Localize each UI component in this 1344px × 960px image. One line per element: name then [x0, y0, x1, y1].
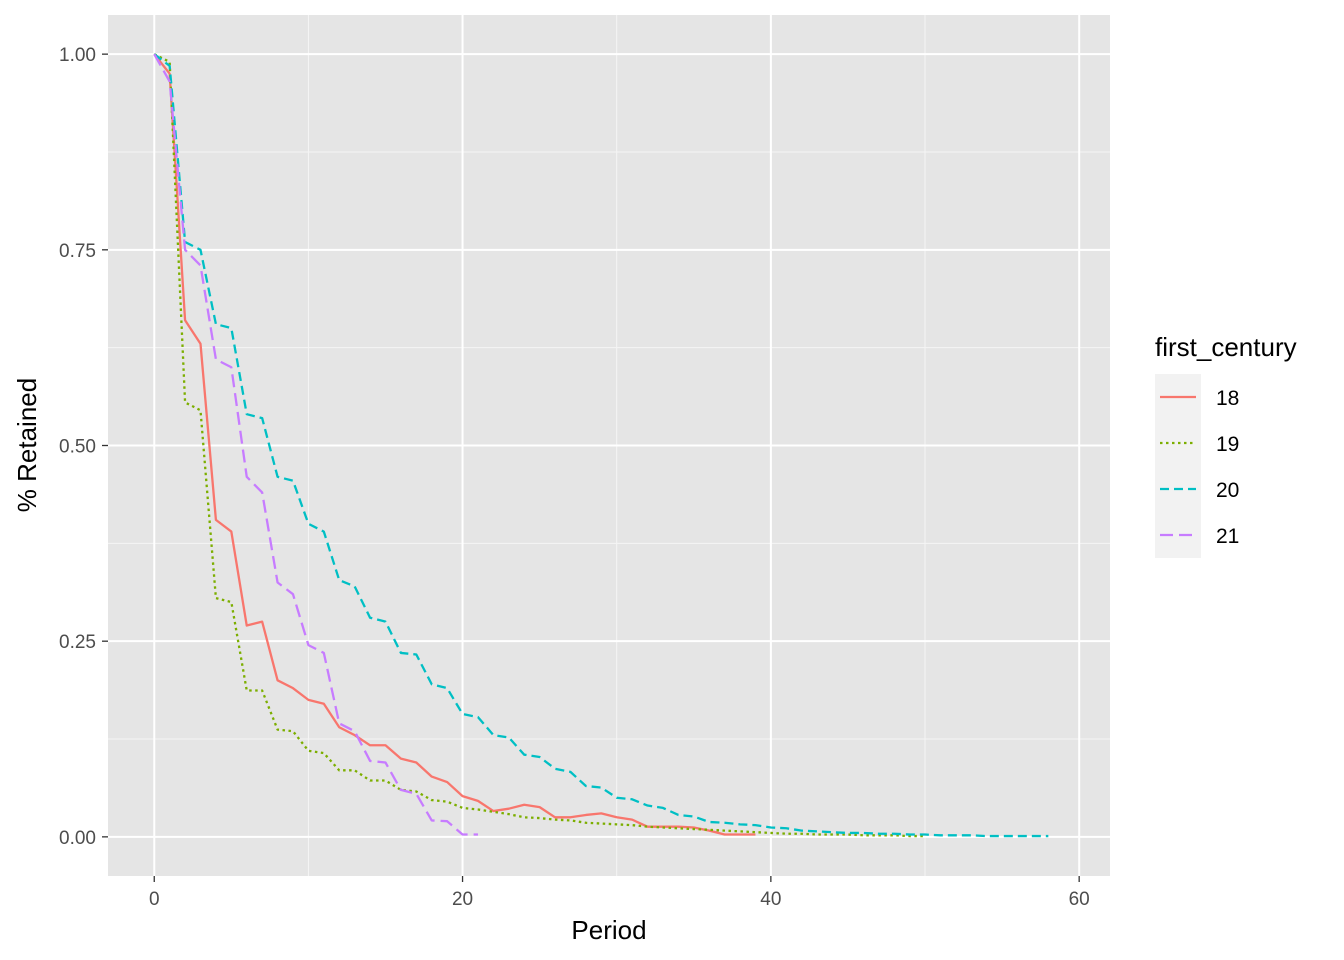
y-tick-label: 0.50 [59, 437, 96, 458]
x-tick-label: 60 [1069, 889, 1090, 910]
y-tick-label: 0.75 [59, 241, 96, 262]
x-tick-label: 20 [452, 889, 473, 910]
y-tick-label: 1.00 [59, 45, 96, 66]
series-line-20 [153, 53, 1049, 838]
y-axis-title: % Retained [12, 378, 42, 512]
y-tick-label: 0.25 [59, 632, 96, 653]
legend-key-background [1155, 374, 1201, 558]
legend-label-19: 19 [1216, 433, 1239, 456]
x-axis-title: Period [571, 915, 646, 945]
y-tick-label: 0.00 [59, 828, 96, 849]
legend: first_century 18 19 20 21 [1155, 332, 1297, 558]
legend-label-21: 21 [1216, 525, 1239, 548]
legend-label-20: 20 [1216, 479, 1239, 502]
series-line-18 [153, 53, 756, 836]
x-tick-label: 0 [149, 889, 160, 910]
y-axis: 0.00 0.25 0.50 0.75 1.00 [59, 45, 108, 849]
series-line-19 [153, 53, 926, 838]
x-tick-label: 40 [760, 889, 781, 910]
x-axis: 0 20 40 60 [149, 876, 1090, 910]
series-lines [153, 53, 1049, 838]
major-gridlines [108, 15, 1110, 876]
series-line-21 [153, 53, 478, 836]
legend-label-18: 18 [1216, 387, 1239, 410]
legend-title: first_century [1155, 332, 1297, 362]
